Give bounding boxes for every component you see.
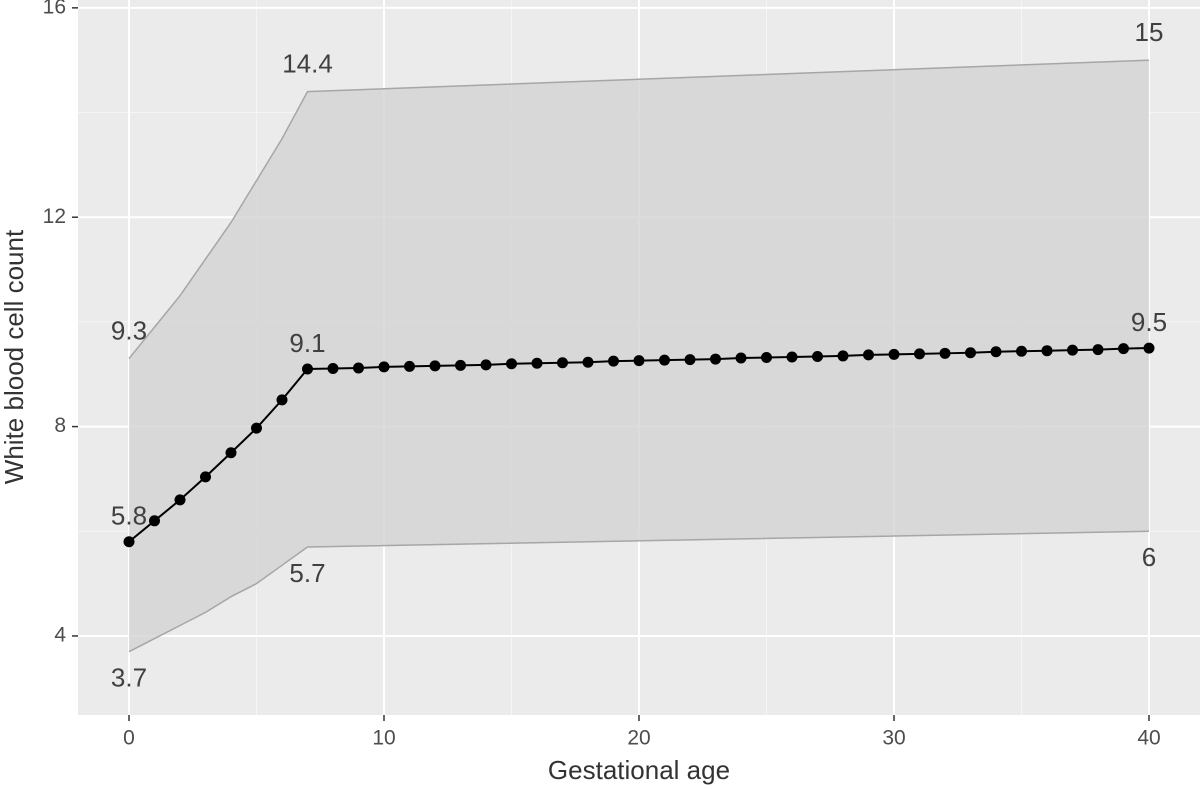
point [837, 350, 849, 362]
x-axis-label: Gestational age [548, 755, 730, 785]
value-label: 9.1 [289, 328, 325, 358]
point [888, 348, 900, 360]
point [812, 350, 823, 362]
point [761, 352, 772, 363]
value-label: 5.8 [111, 501, 147, 531]
point [1041, 345, 1053, 357]
point [531, 357, 543, 369]
x-tick-label: 40 [1137, 727, 1160, 750]
y-tick-label: 16 [43, 0, 66, 18]
x-tick-label: 0 [123, 727, 135, 750]
x-tick-label: 20 [627, 727, 650, 750]
y-tick-label: 12 [43, 205, 66, 228]
band-edge [128, 59, 1150, 360]
point [965, 347, 976, 359]
point [225, 447, 237, 459]
point [786, 351, 798, 363]
value-label: 5.7 [289, 558, 325, 588]
point [327, 362, 339, 374]
point [990, 346, 1002, 358]
point [123, 536, 135, 548]
point [1118, 343, 1129, 355]
point [506, 358, 517, 370]
value-label: 3.7 [111, 663, 147, 693]
x-tick-label: 10 [372, 727, 395, 750]
value-label: 9.3 [111, 315, 147, 345]
point [582, 356, 594, 368]
point [914, 348, 925, 360]
point [633, 355, 645, 367]
point [149, 515, 160, 527]
value-label: 14.4 [282, 48, 333, 78]
value-label: 6 [1142, 542, 1156, 572]
y-axis-label: White blood cell count [0, 229, 29, 484]
y-tick-label: 8 [54, 414, 66, 437]
x-tick-label: 30 [882, 727, 905, 750]
point [276, 394, 288, 406]
point [735, 352, 747, 364]
point [659, 354, 670, 366]
point [429, 360, 441, 372]
point [863, 349, 874, 361]
point [200, 471, 211, 483]
y-tick-label: 4 [54, 624, 66, 647]
value-label: 9.5 [1131, 307, 1167, 337]
point [353, 362, 364, 374]
point [174, 494, 186, 506]
band-edge [128, 530, 1150, 653]
point [684, 354, 696, 366]
point [939, 347, 951, 359]
point [404, 360, 415, 372]
point [608, 355, 619, 367]
value-label: 15 [1135, 17, 1164, 47]
point [251, 422, 262, 434]
point [710, 353, 721, 365]
point [302, 363, 313, 375]
point [1016, 345, 1027, 357]
point [1067, 344, 1078, 356]
point [1143, 342, 1155, 354]
point [1092, 344, 1104, 356]
point [480, 359, 492, 371]
point [378, 361, 390, 373]
point [455, 359, 466, 371]
point [557, 357, 568, 369]
